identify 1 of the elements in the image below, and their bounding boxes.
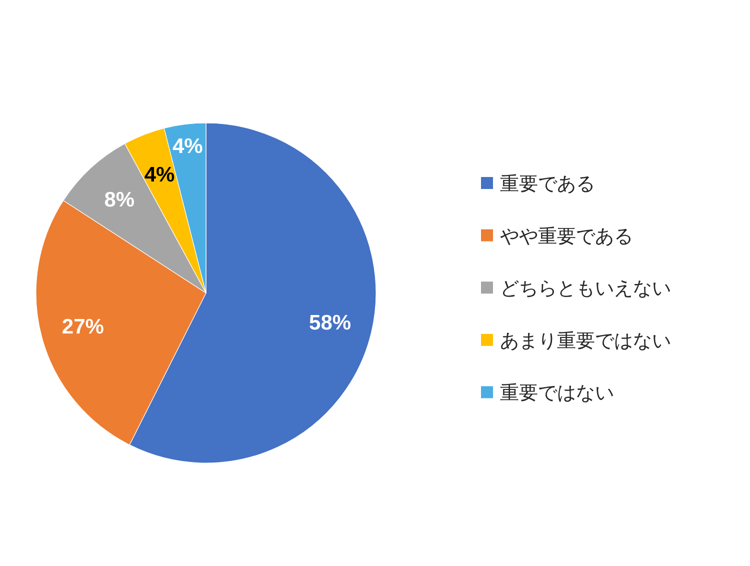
legend-label: 重要である (500, 174, 595, 195)
